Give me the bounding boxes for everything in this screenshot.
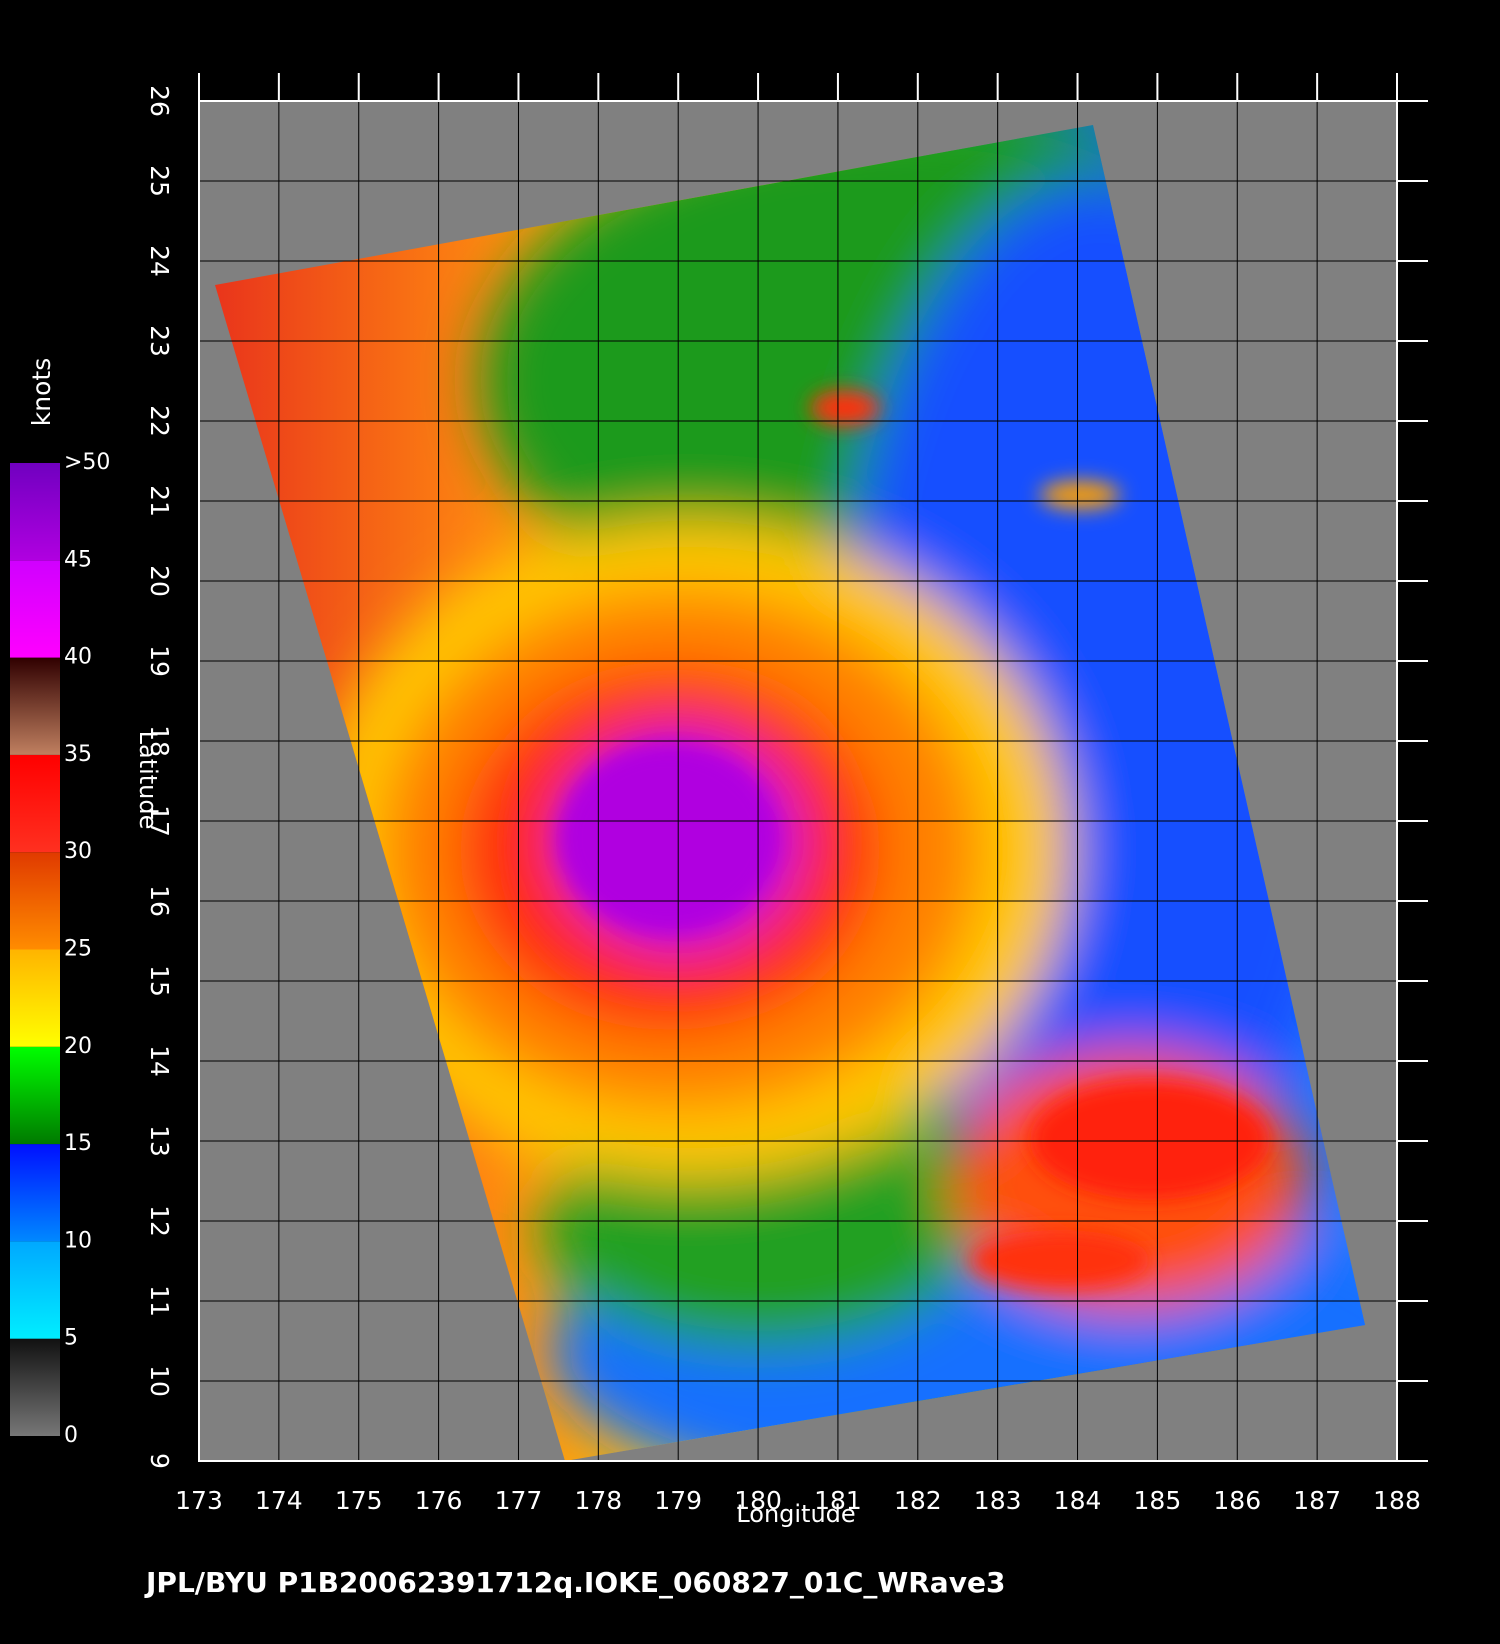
x-tick-label: 175 xyxy=(335,1486,383,1515)
colorbar-tick-label: 5 xyxy=(64,1326,78,1351)
y-tick-label: 13 xyxy=(145,1125,174,1157)
x-tick-label: 181 xyxy=(814,1486,862,1515)
colorbar-tick-label: 10 xyxy=(64,1228,92,1253)
y-tick-label: 12 xyxy=(145,1205,174,1237)
y-tick-label: 25 xyxy=(145,165,174,197)
colorbar-tick-label: 20 xyxy=(64,1034,92,1059)
x-axis-label: Longitude xyxy=(736,1500,855,1528)
y-tick-label: 14 xyxy=(145,1045,174,1077)
colorbar-segment xyxy=(10,852,60,950)
colorbar-segment xyxy=(10,949,60,1047)
colorbar-tick-label: 0 xyxy=(64,1423,78,1448)
plot-frame xyxy=(198,100,1398,1462)
colorbar-segment xyxy=(10,1046,60,1145)
colorbar-segment xyxy=(10,463,60,561)
x-tick-label: 180 xyxy=(734,1486,782,1515)
colorbar-segment xyxy=(10,1338,60,1436)
y-axis-label: Latitude xyxy=(134,731,162,830)
colorbar-tick-label: 45 xyxy=(64,547,92,572)
y-tick-label: 10 xyxy=(145,1365,174,1397)
y-tick-label: 19 xyxy=(145,645,174,677)
colorbar-label: knots xyxy=(27,358,56,426)
y-tick-label: 23 xyxy=(145,325,174,357)
colorbar-tick-label: 30 xyxy=(64,839,92,864)
colorbar-tick-label: 25 xyxy=(64,937,92,962)
y-tick-label: 11 xyxy=(145,1285,174,1317)
y-tick-label: 17 xyxy=(145,805,174,837)
colorbar-segment xyxy=(10,560,60,658)
colorbar-tick-label: 15 xyxy=(64,1131,92,1156)
y-tick-label: 20 xyxy=(145,565,174,597)
colorbar-segment xyxy=(10,1144,60,1242)
y-tick-label: 24 xyxy=(145,245,174,277)
y-tick-label: 9 xyxy=(145,1453,174,1469)
x-tick-label: 187 xyxy=(1293,1486,1341,1515)
x-tick-label: 188 xyxy=(1373,1486,1421,1515)
y-tick-label: 18 xyxy=(145,725,174,757)
colorbar: 0 5 10 15 20 25 30 35 40 45 >50 xyxy=(10,450,110,1448)
colorbar-segment xyxy=(10,754,60,853)
x-tick-label: 185 xyxy=(1134,1486,1182,1515)
colorbar-segment xyxy=(10,1241,60,1339)
title: JPL/BYU P1B20062391712q.IOKE_060827_01C_… xyxy=(144,1566,1005,1599)
x-tick-label: 174 xyxy=(255,1486,303,1515)
x-tick-label: 176 xyxy=(415,1486,463,1515)
x-tick-label: 186 xyxy=(1213,1486,1261,1515)
y-tick-label: 21 xyxy=(145,485,174,517)
colorbar-tick-label: >50 xyxy=(64,450,110,475)
x-tick-label: 183 xyxy=(974,1486,1022,1515)
x-tick-label: 178 xyxy=(574,1486,622,1515)
x-tick-label: 184 xyxy=(1054,1486,1102,1515)
x-tick-label: 177 xyxy=(495,1486,543,1515)
axes: 173 174 175 176 177 178 179 180 181 182 183 184 185 1… xyxy=(145,73,1428,1515)
y-tick-label: 22 xyxy=(145,405,174,437)
colorbar-tick-label: 40 xyxy=(64,645,92,670)
y-tick-label: 26 xyxy=(145,85,174,117)
colorbar-tick-label: 35 xyxy=(64,742,92,767)
x-tick-label: 182 xyxy=(894,1486,942,1515)
y-tick-label: 15 xyxy=(145,965,174,997)
colorbar-segment xyxy=(10,657,60,755)
x-tick-label: 173 xyxy=(175,1486,223,1515)
y-tick-label: 16 xyxy=(145,885,174,917)
x-tick-label: 179 xyxy=(654,1486,702,1515)
